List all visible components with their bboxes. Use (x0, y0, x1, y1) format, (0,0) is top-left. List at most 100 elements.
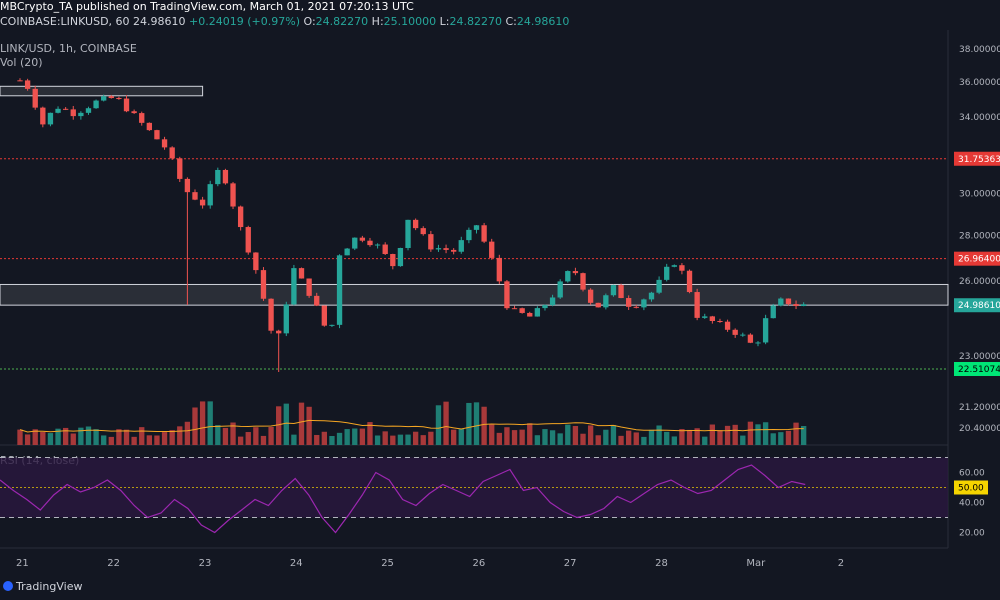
volume-bar (78, 427, 84, 445)
volume-group (17, 401, 807, 445)
volume-bar (504, 427, 510, 445)
volume-bar (587, 425, 594, 445)
candle-body (519, 308, 525, 313)
candle-body (648, 292, 655, 300)
volume-bar (580, 433, 586, 445)
volume-bar (85, 426, 92, 445)
volume-bar (382, 431, 388, 445)
volume-bar (199, 401, 206, 445)
volume-bar (527, 423, 533, 445)
candle-body (207, 184, 213, 206)
candle-body (686, 270, 693, 293)
candle-body (291, 268, 297, 305)
volume-bar (481, 406, 487, 445)
candle-body (329, 324, 335, 326)
candle-body (428, 234, 434, 250)
volume-bar (314, 434, 320, 445)
volume-bar (762, 422, 769, 445)
candle-body (527, 312, 533, 317)
symbol-legend[interactable]: LINK/USD, 1h, COINBASE (0, 42, 137, 55)
candle-body (747, 334, 754, 343)
time-tick-label: 27 (564, 558, 577, 569)
candle-body (32, 88, 38, 108)
candle-body (146, 122, 153, 131)
volume-bar (626, 430, 632, 445)
volume-bar (93, 429, 99, 445)
candle-body (595, 302, 601, 308)
candle-body (580, 273, 586, 290)
candle-body (549, 297, 556, 306)
candle-body (641, 299, 647, 308)
rsi-badge-text: 50.00 (958, 484, 984, 494)
candle-body (123, 98, 130, 112)
symbol-text: COINBASE:LINKUSD, 60 (0, 15, 130, 28)
candle-body (572, 271, 579, 274)
volume-bar (24, 434, 31, 445)
volume-bar (793, 422, 799, 445)
candle-body (169, 147, 175, 159)
volume-legend[interactable]: Vol (20) (0, 56, 43, 69)
tradingview-logo[interactable]: TradingView (0, 580, 82, 593)
candle-body (230, 183, 236, 207)
volume-bar (542, 429, 548, 445)
price-badge-resistance (954, 151, 1000, 166)
volume-bar (443, 401, 449, 445)
candle-body (276, 330, 282, 334)
rsi-band (0, 457, 948, 518)
volume-bar (473, 402, 480, 445)
candle-body (778, 298, 784, 306)
volume-bar (435, 405, 442, 445)
volume-bar (161, 432, 168, 445)
candle-body (709, 316, 716, 322)
volume-bar (428, 431, 434, 445)
volume-bar (215, 425, 221, 445)
candle-body (762, 318, 769, 343)
candle-body (633, 306, 639, 308)
publisher-line: MBCrypto_TA published on TradingView.com… (0, 0, 414, 14)
candle-body (390, 254, 396, 267)
time-tick-label: 28 (655, 558, 668, 569)
open-value: 24.82270 (315, 15, 369, 28)
candle-body (367, 240, 373, 246)
candle-body (359, 237, 366, 241)
candle-body (184, 178, 191, 193)
price-tick-label: 38.00000 (959, 45, 1000, 55)
candle-body (85, 108, 92, 113)
price-badge-text: 26.96400 (958, 255, 1000, 265)
time-tick-label: 25 (381, 558, 394, 569)
volume-bar (724, 425, 731, 445)
volume-bar (496, 432, 502, 445)
candle-body (192, 192, 198, 200)
publisher-text: MBCrypto_TA published on TradingView.com… (0, 0, 414, 13)
volume-bar (40, 432, 46, 445)
volume-bar (686, 429, 693, 445)
candle-body (306, 278, 312, 296)
time-tick-label: Mar (746, 558, 766, 569)
volume-ma-line (19, 419, 804, 433)
candle-body (93, 100, 99, 109)
candle-body (321, 305, 327, 326)
candle-body (131, 111, 137, 114)
time-tick-label: 21 (16, 558, 29, 569)
volume-bar (222, 427, 229, 445)
candle-body (199, 199, 206, 206)
volume-bar (321, 431, 327, 445)
rsi-tick-label: 60.00 (959, 469, 985, 479)
candle-body (603, 295, 609, 308)
volume-bar (610, 424, 617, 445)
candle-body (40, 107, 46, 125)
volume-bar (740, 435, 746, 445)
volume-bar (47, 433, 54, 445)
volume-bar (116, 429, 122, 445)
candle-body (770, 305, 776, 319)
volume-bar (732, 424, 738, 445)
volume-bar (32, 429, 38, 445)
candle-body (139, 113, 145, 123)
candle-body (177, 158, 183, 179)
volume-bar (177, 426, 183, 445)
candle-body (382, 244, 388, 255)
volume-bar (374, 435, 381, 445)
volume-bar (184, 421, 191, 445)
